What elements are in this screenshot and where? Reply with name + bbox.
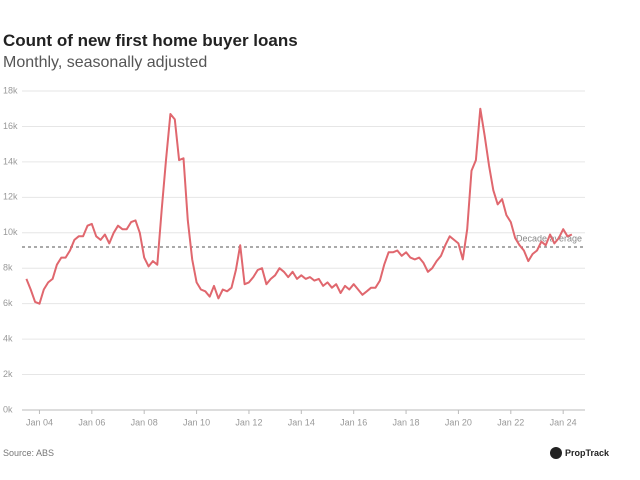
y-tick-label: 12k [3,192,18,202]
y-tick-label: 10k [3,227,18,237]
x-tick-label: Jan 22 [497,417,524,427]
chart-title: Count of new first home buyer loans [3,31,298,50]
x-tick-label: Jan 24 [550,417,577,427]
y-tick-label: 16k [3,121,18,131]
y-tick-label: 0k [3,404,13,414]
x-tick-label: Jan 10 [183,417,210,427]
x-tick-label: Jan 16 [340,417,367,427]
y-tick-label: 6k [3,298,13,308]
logo: PropTrack [565,448,610,458]
line-series [25,107,573,305]
chart-subtitle: Monthly, seasonally adjusted [3,54,207,71]
x-tick-label: Jan 06 [78,417,105,427]
y-tick-label: 4k [3,333,13,343]
y-tick-label: 18k [3,85,18,95]
y-tick-label: 14k [3,156,18,166]
x-tick-label: Jan 18 [393,417,420,427]
x-tick-label: Jan 20 [445,417,472,427]
x-tick-label: Jan 08 [131,417,158,427]
logo-icon [550,447,562,459]
y-tick-label: 8k [3,263,13,273]
x-tick-label: Jan 14 [288,417,315,427]
source: Source: ABS [3,448,54,458]
x-tick-label: Jan 12 [235,417,262,427]
y-tick-label: 2k [3,369,13,379]
x-tick-label: Jan 04 [26,417,53,427]
